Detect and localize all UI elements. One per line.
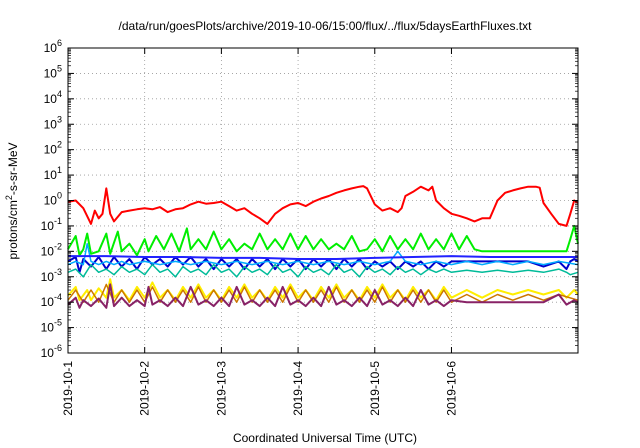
series-line-4: [67, 242, 579, 266]
y-tick-label: 104: [44, 89, 62, 106]
x-tick-label: 2019-10-2: [138, 361, 152, 416]
y-tick-label: 102: [44, 140, 62, 157]
y-tick-label: 106: [44, 38, 62, 55]
x-tick-label: 2019-10-6: [444, 361, 458, 416]
x-tick-label: 2019-10-3: [214, 361, 228, 416]
y-tick-label: 101: [44, 165, 62, 182]
y-tick-label: 103: [44, 114, 62, 131]
series-layer: [67, 185, 579, 309]
y-tick-label: 10-3: [41, 267, 62, 284]
y-tick-label: 10-5: [41, 318, 62, 335]
y-tick-label: 105: [44, 63, 62, 80]
series-line-1: [67, 185, 579, 227]
series-line-9: [67, 283, 579, 309]
series-line-6: [67, 263, 579, 278]
x-axis-label: Coordinated Universal Time (UTC): [233, 431, 417, 445]
chart-title: /data/run/goesPlots/archive/2019-10-06/1…: [119, 19, 533, 33]
x-tick-label: 2019-10-5: [368, 361, 382, 416]
series-line-5: [68, 255, 578, 260]
series-line-2: [67, 224, 579, 257]
series-line-8: [67, 283, 579, 303]
x-tick-label: 2019-10-1: [61, 361, 75, 416]
y-tick-label: 10-6: [41, 343, 62, 360]
y-tick-label: 10-2: [41, 241, 62, 258]
y-axis-label: protons/cm2-s-sr-MeV: [4, 142, 20, 259]
x-axis: 2019-10-1 2019-10-2 2019-10-3 2019-10-4 2019…: [61, 48, 458, 416]
y-tick-label: 10-1: [41, 216, 62, 233]
y-axis: 10-6 10-5 10-4 10-3 10-2 10-1 100 101 102 103 104 1…: [41, 38, 578, 360]
grid: [68, 48, 578, 353]
x-tick-label: 2019-10-4: [291, 361, 305, 416]
series-line-7: [67, 278, 579, 302]
y-tick-label: 100: [44, 191, 62, 208]
y-tick-label: 10-4: [41, 292, 62, 309]
